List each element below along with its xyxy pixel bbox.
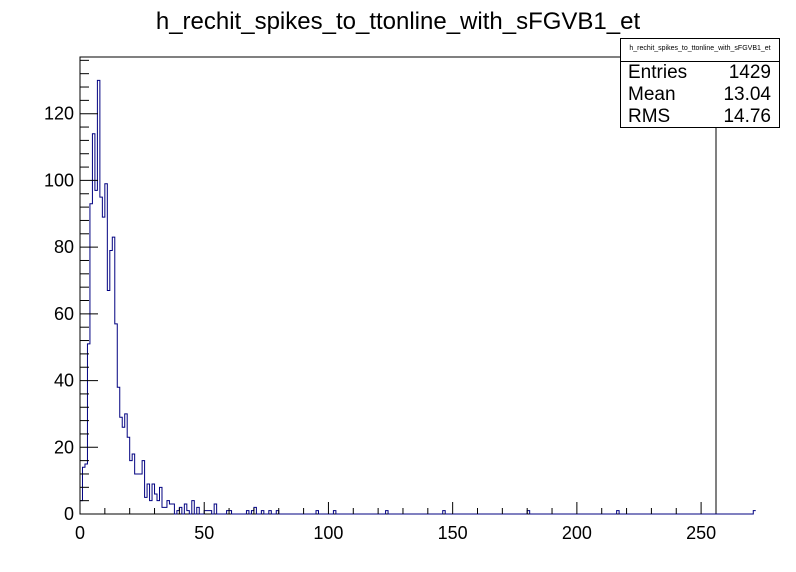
stats-box: h_rechit_spikes_to_ttonline_with_sFGVB1_… [620, 38, 780, 128]
chart-title: h_rechit_spikes_to_ttonline_with_sFGVB1_… [155, 8, 641, 35]
histogram-line [80, 79, 756, 515]
x-tick-label: 200 [562, 523, 592, 543]
stats-row-mean: Mean 13.04 [621, 84, 779, 106]
x-tick-label: 250 [686, 523, 716, 543]
x-tick-label: 0 [75, 523, 85, 543]
stats-label-rms: RMS [628, 106, 671, 127]
stats-row-rms: RMS 14.76 [621, 106, 779, 128]
stats-value-mean: 13.04 [723, 84, 771, 105]
x-tick-label: 50 [194, 523, 214, 543]
stats-box-header: h_rechit_spikes_to_ttonline_with_sFGVB1_… [621, 39, 779, 62]
y-tick-label: 120 [44, 104, 74, 124]
y-tick-label: 20 [54, 437, 74, 457]
x-tick-label: 100 [313, 523, 343, 543]
y-tick-label: 60 [54, 304, 74, 324]
stats-label-entries: Entries [628, 62, 688, 83]
y-tick-label: 40 [54, 371, 74, 391]
stats-row-entries: Entries 1429 [621, 62, 779, 84]
y-tick-label: 0 [64, 504, 74, 524]
stats-value-entries: 1429 [728, 62, 771, 83]
y-tick-label: 80 [54, 237, 74, 257]
stats-label-mean: Mean [628, 84, 676, 105]
y-tick-label: 100 [44, 170, 74, 190]
stats-value-rms: 14.76 [723, 106, 771, 127]
x-tick-label: 150 [438, 523, 468, 543]
